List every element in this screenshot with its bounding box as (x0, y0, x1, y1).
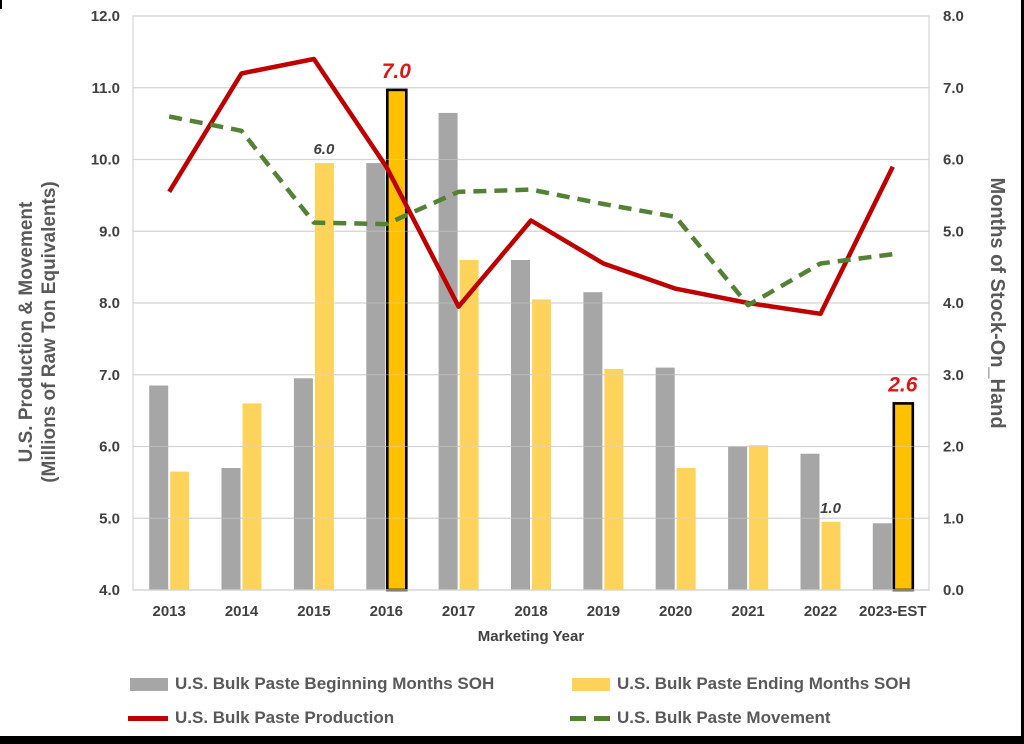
bar-beginning-2015 (293, 378, 313, 590)
left-axis-title-line2: (Millions of Raw Ton Equivalents) (39, 181, 60, 483)
bar-beginning-2023-EST (872, 523, 892, 590)
bar-beginning-2019 (583, 292, 603, 590)
right-axis-tick-label: 7.0 (943, 80, 964, 97)
bar-ending-2015 (314, 163, 334, 590)
right-axis-tick-label: 6.0 (943, 152, 964, 169)
left-axis-tick-label: 5.0 (99, 510, 120, 527)
left-axis-tick-label: 11.0 (92, 80, 120, 97)
left-axis-tick-label: 4.0 (99, 582, 120, 599)
bar-beginning-2016 (366, 163, 386, 590)
legend-item-movement: U.S. Bulk Paste Movement (570, 707, 831, 729)
bar-ending-2022 (821, 521, 841, 590)
x-category-label: 2018 (514, 603, 547, 620)
bar-beginning-2022 (800, 453, 820, 590)
x-category-label: 2015 (297, 603, 330, 620)
x-category-label: 2023-EST (859, 603, 927, 620)
bar-value-label: 6.0 (313, 141, 335, 158)
bar-ending-2014 (242, 403, 262, 590)
x-category-label: 2016 (370, 603, 403, 620)
right-axis-tick-label: 5.0 (943, 223, 964, 240)
left-axis-tick-label: 9.0 (99, 223, 120, 240)
right-axis-tick-label: 2.0 (943, 439, 964, 456)
left-axis-tick-label: 12.0 (91, 8, 120, 25)
legend-swatch-production (128, 715, 168, 721)
plot-border (132, 15, 930, 591)
legend-label-production: U.S. Bulk Paste Production (175, 708, 395, 727)
left-axis-tick-label: 6.0 (99, 439, 120, 456)
x-category-label: 2014 (225, 603, 259, 620)
line-movement (168, 114, 894, 308)
left-axis-tick-label: 7.0 (99, 367, 120, 384)
bar-ending-2017 (459, 260, 479, 590)
legend-label-beginning-soh: U.S. Bulk Paste Beginning Months SOH (175, 674, 495, 693)
x-category-label: 2020 (659, 603, 692, 620)
right-axis-tick-label: 3.0 (943, 367, 964, 384)
bar-beginning-2017 (438, 112, 458, 591)
x-category-label: 2013 (153, 603, 186, 620)
left-axis-tick-label: 8.0 (99, 295, 120, 312)
right-axis-tick-label: 4.0 (943, 295, 964, 312)
bar-ending-2021 (749, 445, 769, 590)
x-category-label: 2019 (587, 603, 620, 620)
legend-swatch-beginning-soh (130, 677, 168, 691)
bar-ending-2013 (170, 471, 190, 590)
bar-ending-2016 (385, 88, 408, 592)
bar-beginning-2021 (728, 446, 748, 590)
legend-swatch-movement (570, 715, 610, 721)
right-axis-tick-label: 0.0 (943, 582, 964, 599)
legend-item-beginning-soh: U.S. Bulk Paste Beginning Months SOH (130, 673, 494, 695)
line-production (167, 56, 895, 317)
slide-border-right (1021, 0, 1024, 744)
bar-beginning-2014 (221, 468, 241, 590)
x-category-label: 2021 (731, 603, 764, 620)
legend-item-production: U.S. Bulk Paste Production (128, 707, 394, 729)
legend-label-movement: U.S. Bulk Paste Movement (617, 708, 831, 727)
left-axis-title: U.S. Production & Movement (Millions of … (15, 82, 61, 582)
legend-item-ending-soh: U.S. Bulk Paste Ending Months SOH (572, 673, 911, 695)
bar-ending-2019 (604, 369, 624, 590)
x-category-label: 2022 (804, 603, 837, 620)
bar-ending-2018 (532, 299, 551, 590)
slide-border-bottom (0, 736, 1024, 744)
slide-border-corner-notch (0, 0, 2, 9)
bar-value-label: 2.6 (887, 373, 918, 396)
left-axis-tick-label: 10.0 (91, 152, 120, 169)
bar-beginning-2018 (511, 260, 530, 590)
right-axis-tick-label: 8.0 (943, 8, 964, 25)
legend-label-ending-soh: U.S. Bulk Paste Ending Months SOH (617, 674, 911, 693)
bar-value-label: 7.0 (382, 60, 412, 83)
bar-ending-2020 (676, 468, 696, 590)
bar-ending-2023-EST (892, 402, 915, 592)
legend-swatch-ending-soh (572, 677, 610, 691)
x-axis-title: Marketing Year (477, 628, 585, 645)
bar-beginning-2013 (149, 385, 169, 590)
x-category-label: 2017 (442, 603, 475, 620)
right-axis-tick-label: 1.0 (943, 510, 964, 527)
right-axis-title: Months of Stock-On_Hand (986, 177, 1008, 429)
bar-value-label: 1.0 (820, 500, 842, 517)
bar-beginning-2020 (655, 367, 675, 590)
left-axis-title-line1: U.S. Production & Movement (16, 201, 37, 463)
